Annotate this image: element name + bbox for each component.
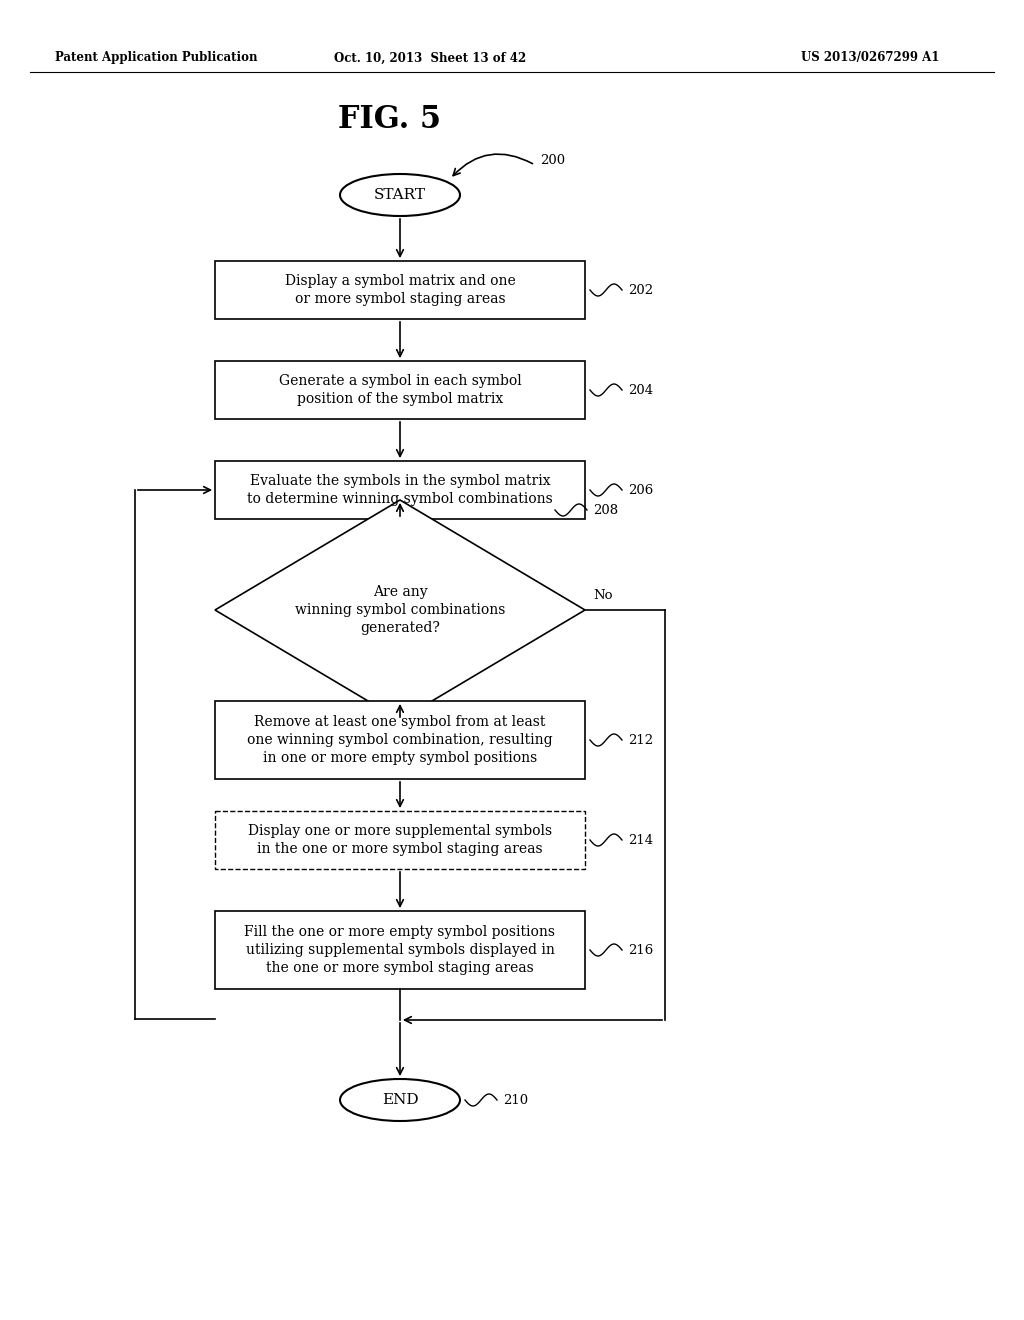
Text: 214: 214	[628, 833, 653, 846]
Text: Oct. 10, 2013  Sheet 13 of 42: Oct. 10, 2013 Sheet 13 of 42	[334, 51, 526, 65]
Text: Are any
winning symbol combinations
generated?: Are any winning symbol combinations gene…	[295, 585, 505, 635]
Text: 206: 206	[628, 483, 653, 496]
Text: 202: 202	[628, 284, 653, 297]
FancyBboxPatch shape	[215, 360, 585, 418]
FancyBboxPatch shape	[215, 810, 585, 869]
Text: 208: 208	[593, 503, 618, 516]
Text: No: No	[593, 589, 612, 602]
Text: US 2013/0267299 A1: US 2013/0267299 A1	[801, 51, 939, 65]
Text: Evaluate the symbols in the symbol matrix
to determine winning symbol combinatio: Evaluate the symbols in the symbol matri…	[247, 474, 553, 506]
FancyBboxPatch shape	[215, 701, 585, 779]
Text: Remove at least one symbol from at least
one winning symbol combination, resulti: Remove at least one symbol from at least…	[247, 714, 553, 766]
Ellipse shape	[340, 174, 460, 216]
Text: Patent Application Publication: Patent Application Publication	[55, 51, 257, 65]
Text: 204: 204	[628, 384, 653, 396]
Text: Display one or more supplemental symbols
in the one or more symbol staging areas: Display one or more supplemental symbols…	[248, 824, 552, 857]
FancyBboxPatch shape	[215, 461, 585, 519]
Polygon shape	[215, 500, 585, 719]
Text: Display a symbol matrix and one
or more symbol staging areas: Display a symbol matrix and one or more …	[285, 273, 515, 306]
Text: START: START	[374, 187, 426, 202]
Text: Yes: Yes	[408, 738, 430, 751]
Text: Fill the one or more empty symbol positions
utilizing supplemental symbols displ: Fill the one or more empty symbol positi…	[245, 924, 555, 975]
FancyBboxPatch shape	[215, 911, 585, 989]
Text: Generate a symbol in each symbol
position of the symbol matrix: Generate a symbol in each symbol positio…	[279, 374, 521, 407]
Ellipse shape	[340, 1078, 460, 1121]
Text: 212: 212	[628, 734, 653, 747]
Text: FIG. 5: FIG. 5	[339, 104, 441, 136]
Text: 216: 216	[628, 944, 653, 957]
FancyBboxPatch shape	[215, 261, 585, 319]
Text: END: END	[382, 1093, 419, 1107]
Text: 210: 210	[503, 1093, 528, 1106]
Text: 200: 200	[540, 153, 565, 166]
